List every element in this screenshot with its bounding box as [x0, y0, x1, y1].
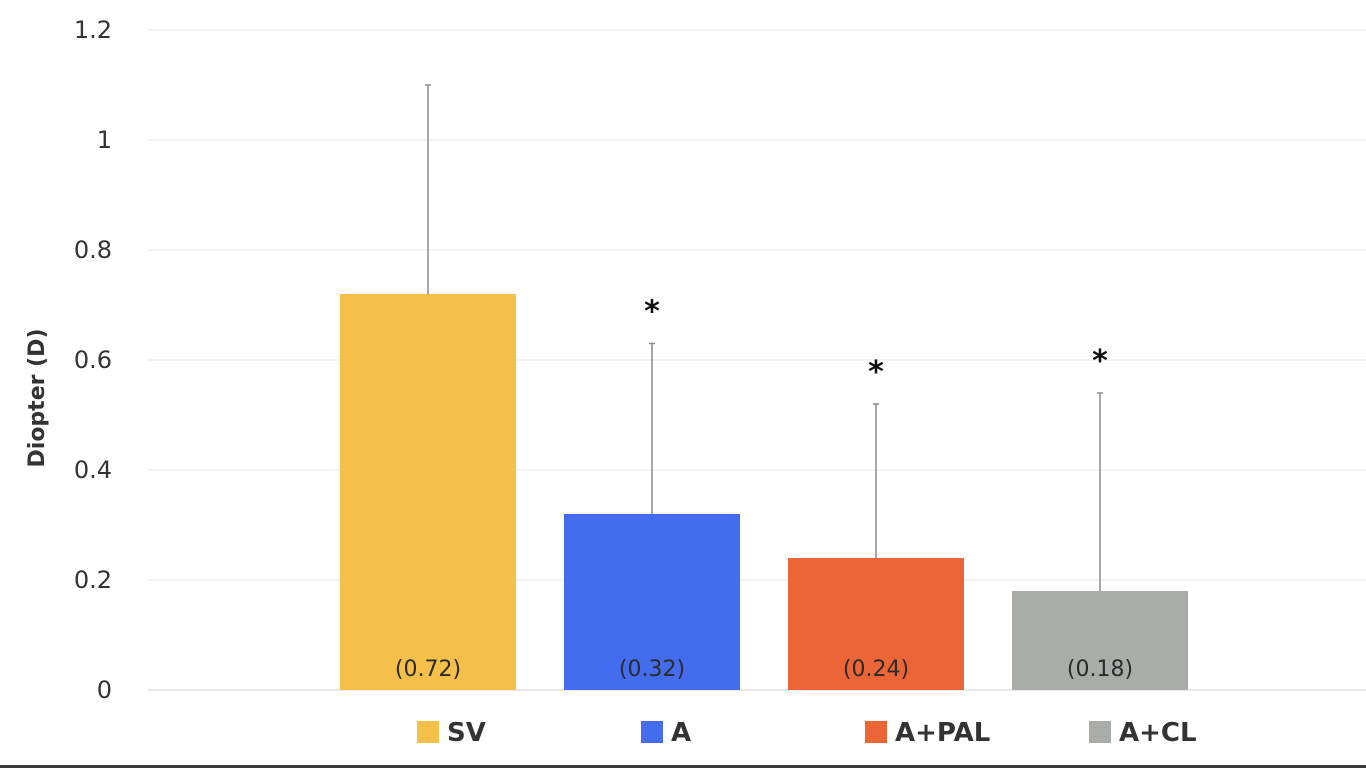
bar — [564, 514, 740, 690]
error-bars — [425, 84, 1103, 591]
y-axis-ticks: 0 0.2 0.4 0.6 0.8 1 1.2 — [74, 16, 112, 704]
y-tick-label: 0.6 — [74, 346, 112, 374]
value-labels: (0.72) (0.32) (0.24) (0.18) — [395, 657, 1133, 682]
bar-value-label: (0.72) — [395, 657, 461, 682]
bar-value-label: (0.32) — [619, 657, 685, 682]
significance-marker: * — [1092, 344, 1108, 379]
y-tick-label: 1 — [97, 126, 112, 154]
legend-swatch — [417, 721, 439, 743]
bar — [1012, 591, 1188, 690]
legend-label: A+PAL — [895, 718, 990, 748]
legend: SV A A+PAL A+CL — [417, 718, 1197, 748]
significance-marker: * — [644, 295, 660, 330]
bar-value-label: (0.18) — [1067, 657, 1133, 682]
legend-label: A+CL — [1119, 718, 1197, 748]
legend-label: SV — [447, 718, 486, 748]
y-tick-label: 0 — [97, 676, 112, 704]
y-tick-label: 1.2 — [74, 16, 112, 44]
bar — [340, 294, 516, 690]
bar — [788, 558, 964, 690]
y-tick-label: 0.2 — [74, 566, 112, 594]
y-tick-label: 0.8 — [74, 236, 112, 264]
legend-label: A — [671, 718, 691, 748]
legend-swatch — [1089, 721, 1111, 743]
legend-swatch — [641, 721, 663, 743]
y-axis-title: Diopter (D) — [25, 329, 50, 468]
significance-markers: * * * — [644, 295, 1108, 391]
bar-value-label: (0.24) — [843, 657, 909, 682]
bars — [340, 294, 1188, 690]
legend-swatch — [865, 721, 887, 743]
y-tick-label: 0.4 — [74, 456, 112, 484]
significance-marker: * — [868, 355, 884, 390]
